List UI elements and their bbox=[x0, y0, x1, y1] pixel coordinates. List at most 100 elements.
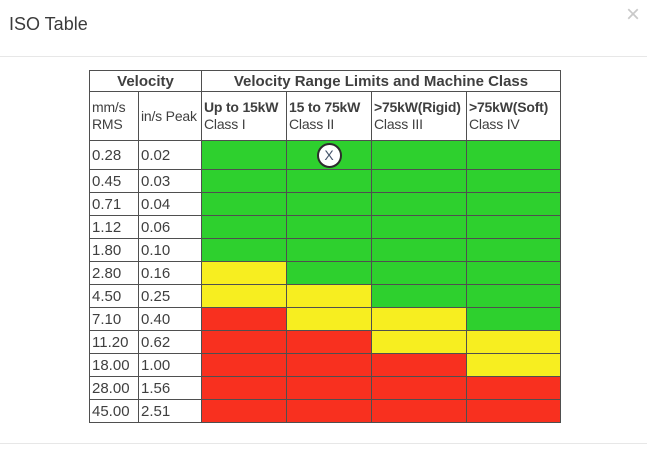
close-icon[interactable]: × bbox=[619, 0, 647, 30]
in-s-value: 1.00 bbox=[138, 353, 202, 377]
mm-s-value: 0.28 bbox=[89, 140, 139, 170]
zone-cell-green bbox=[371, 169, 467, 193]
zone-cell-red bbox=[201, 307, 287, 331]
table-row: 4.50 0.25 bbox=[89, 284, 561, 308]
current-value-marker: X bbox=[316, 142, 342, 168]
in-s-value: 0.40 bbox=[138, 307, 202, 331]
class1-power-label: Up to 15kW bbox=[204, 99, 279, 115]
zone-cell-green bbox=[201, 238, 287, 262]
zone-cell-green bbox=[286, 192, 372, 216]
in-s-peak-header: in/s Peak bbox=[138, 91, 202, 141]
zone-cell-green bbox=[371, 140, 467, 170]
table-row: 0.71 0.04 bbox=[89, 192, 561, 216]
mm-s-value: 0.71 bbox=[89, 192, 139, 216]
mm-s-value: 4.50 bbox=[89, 284, 139, 308]
class3-header: >75kW(Rigid) Class III bbox=[371, 91, 467, 141]
in-s-value: 0.06 bbox=[138, 215, 202, 239]
zone-cell-green bbox=[286, 238, 372, 262]
zone-cell-green bbox=[371, 238, 467, 262]
mm-s-label: mm/s bbox=[92, 99, 126, 115]
mm-s-value: 45.00 bbox=[89, 399, 139, 423]
zone-cell-red bbox=[371, 376, 467, 400]
class2-label: Class II bbox=[289, 116, 335, 132]
mm-s-value: 0.45 bbox=[89, 169, 139, 193]
iso-severity-table: Velocity Velocity Range Limits and Machi… bbox=[89, 70, 561, 423]
mm-s-rms-header: mm/s RMS bbox=[89, 91, 139, 141]
zone-cell-red bbox=[371, 399, 467, 423]
zone-cell-green bbox=[201, 140, 287, 170]
class2-header: 15 to 75kW Class II bbox=[286, 91, 372, 141]
zone-cell-green bbox=[466, 215, 561, 239]
in-s-value: 0.62 bbox=[138, 330, 202, 354]
zone-cell-green bbox=[466, 140, 561, 170]
zone-cell-yellow bbox=[466, 353, 561, 377]
table-row: 18.00 1.00 bbox=[89, 353, 561, 377]
mm-s-value: 7.10 bbox=[89, 307, 139, 331]
table-row: 7.10 0.40 bbox=[89, 307, 561, 331]
rms-label: RMS bbox=[92, 116, 123, 132]
zone-cell-red bbox=[201, 353, 287, 377]
class4-header: >75kW(Soft) Class IV bbox=[466, 91, 561, 141]
zone-cell-red bbox=[201, 399, 287, 423]
zone-cell-red bbox=[466, 399, 561, 423]
zone-cell-green bbox=[286, 169, 372, 193]
mm-s-value: 18.00 bbox=[89, 353, 139, 377]
zone-cell-green bbox=[371, 215, 467, 239]
zone-cell-green bbox=[466, 192, 561, 216]
in-s-value: 2.51 bbox=[138, 399, 202, 423]
zone-cell-red bbox=[286, 330, 372, 354]
class4-power-label: >75kW(Soft) bbox=[469, 99, 549, 115]
zone-cell-red bbox=[286, 353, 372, 377]
dialog-body: Velocity Velocity Range Limits and Machi… bbox=[0, 57, 647, 444]
zone-cell-red bbox=[201, 376, 287, 400]
table-row: 2.80 0.16 bbox=[89, 261, 561, 285]
zone-cell-green bbox=[466, 238, 561, 262]
dialog-footer bbox=[0, 444, 647, 455]
dialog-title: ISO Table bbox=[9, 14, 88, 34]
zone-cell-green bbox=[466, 261, 561, 285]
zone-cell-green bbox=[201, 192, 287, 216]
zone-cell-red bbox=[201, 330, 287, 354]
zone-cell-red bbox=[286, 399, 372, 423]
zone-cell-red bbox=[466, 376, 561, 400]
zone-cell-green bbox=[286, 261, 372, 285]
class3-label: Class III bbox=[374, 116, 423, 132]
zone-cell-green bbox=[201, 215, 287, 239]
class1-header: Up to 15kW Class I bbox=[201, 91, 287, 141]
in-s-value: 0.25 bbox=[138, 284, 202, 308]
zone-cell-red bbox=[371, 353, 467, 377]
mm-s-value: 28.00 bbox=[89, 376, 139, 400]
zone-cell-yellow bbox=[371, 307, 467, 331]
zone-cell-yellow bbox=[201, 261, 287, 285]
dialog-header: ISO Table × bbox=[0, 0, 647, 57]
table-row: 1.12 0.06 bbox=[89, 215, 561, 239]
in-s-value: 0.03 bbox=[138, 169, 202, 193]
table-row: 0.45 0.03 bbox=[89, 169, 561, 193]
class3-power-label: >75kW(Rigid) bbox=[374, 99, 461, 115]
zone-cell-yellow bbox=[286, 307, 372, 331]
zone-cell-yellow bbox=[286, 284, 372, 308]
zone-cell-green bbox=[466, 169, 561, 193]
in-s-value: 0.02 bbox=[138, 140, 202, 170]
zone-cell-green bbox=[286, 215, 372, 239]
table-header-row-groups: Velocity Velocity Range Limits and Machi… bbox=[89, 70, 561, 92]
mm-s-value: 1.12 bbox=[89, 215, 139, 239]
mm-s-value: 1.80 bbox=[89, 238, 139, 262]
zone-cell-green: X bbox=[286, 140, 372, 170]
table-row: 0.28 0.02 X bbox=[89, 140, 561, 170]
class4-label: Class IV bbox=[469, 116, 520, 132]
iso-table-body: 0.28 0.02 X 0.45 0.03 0.71 0.04 1.12 0.0… bbox=[89, 140, 561, 423]
table-row: 1.80 0.10 bbox=[89, 238, 561, 262]
zone-cell-yellow bbox=[466, 330, 561, 354]
zone-cell-yellow bbox=[371, 330, 467, 354]
zone-cell-green bbox=[201, 169, 287, 193]
velocity-group-header: Velocity bbox=[89, 70, 202, 92]
table-row: 11.20 0.62 bbox=[89, 330, 561, 354]
range-limits-group-header: Velocity Range Limits and Machine Class bbox=[201, 70, 561, 92]
mm-s-value: 11.20 bbox=[89, 330, 139, 354]
in-s-value: 0.10 bbox=[138, 238, 202, 262]
zone-cell-yellow bbox=[201, 284, 287, 308]
zone-cell-green bbox=[371, 284, 467, 308]
zone-cell-green bbox=[466, 307, 561, 331]
